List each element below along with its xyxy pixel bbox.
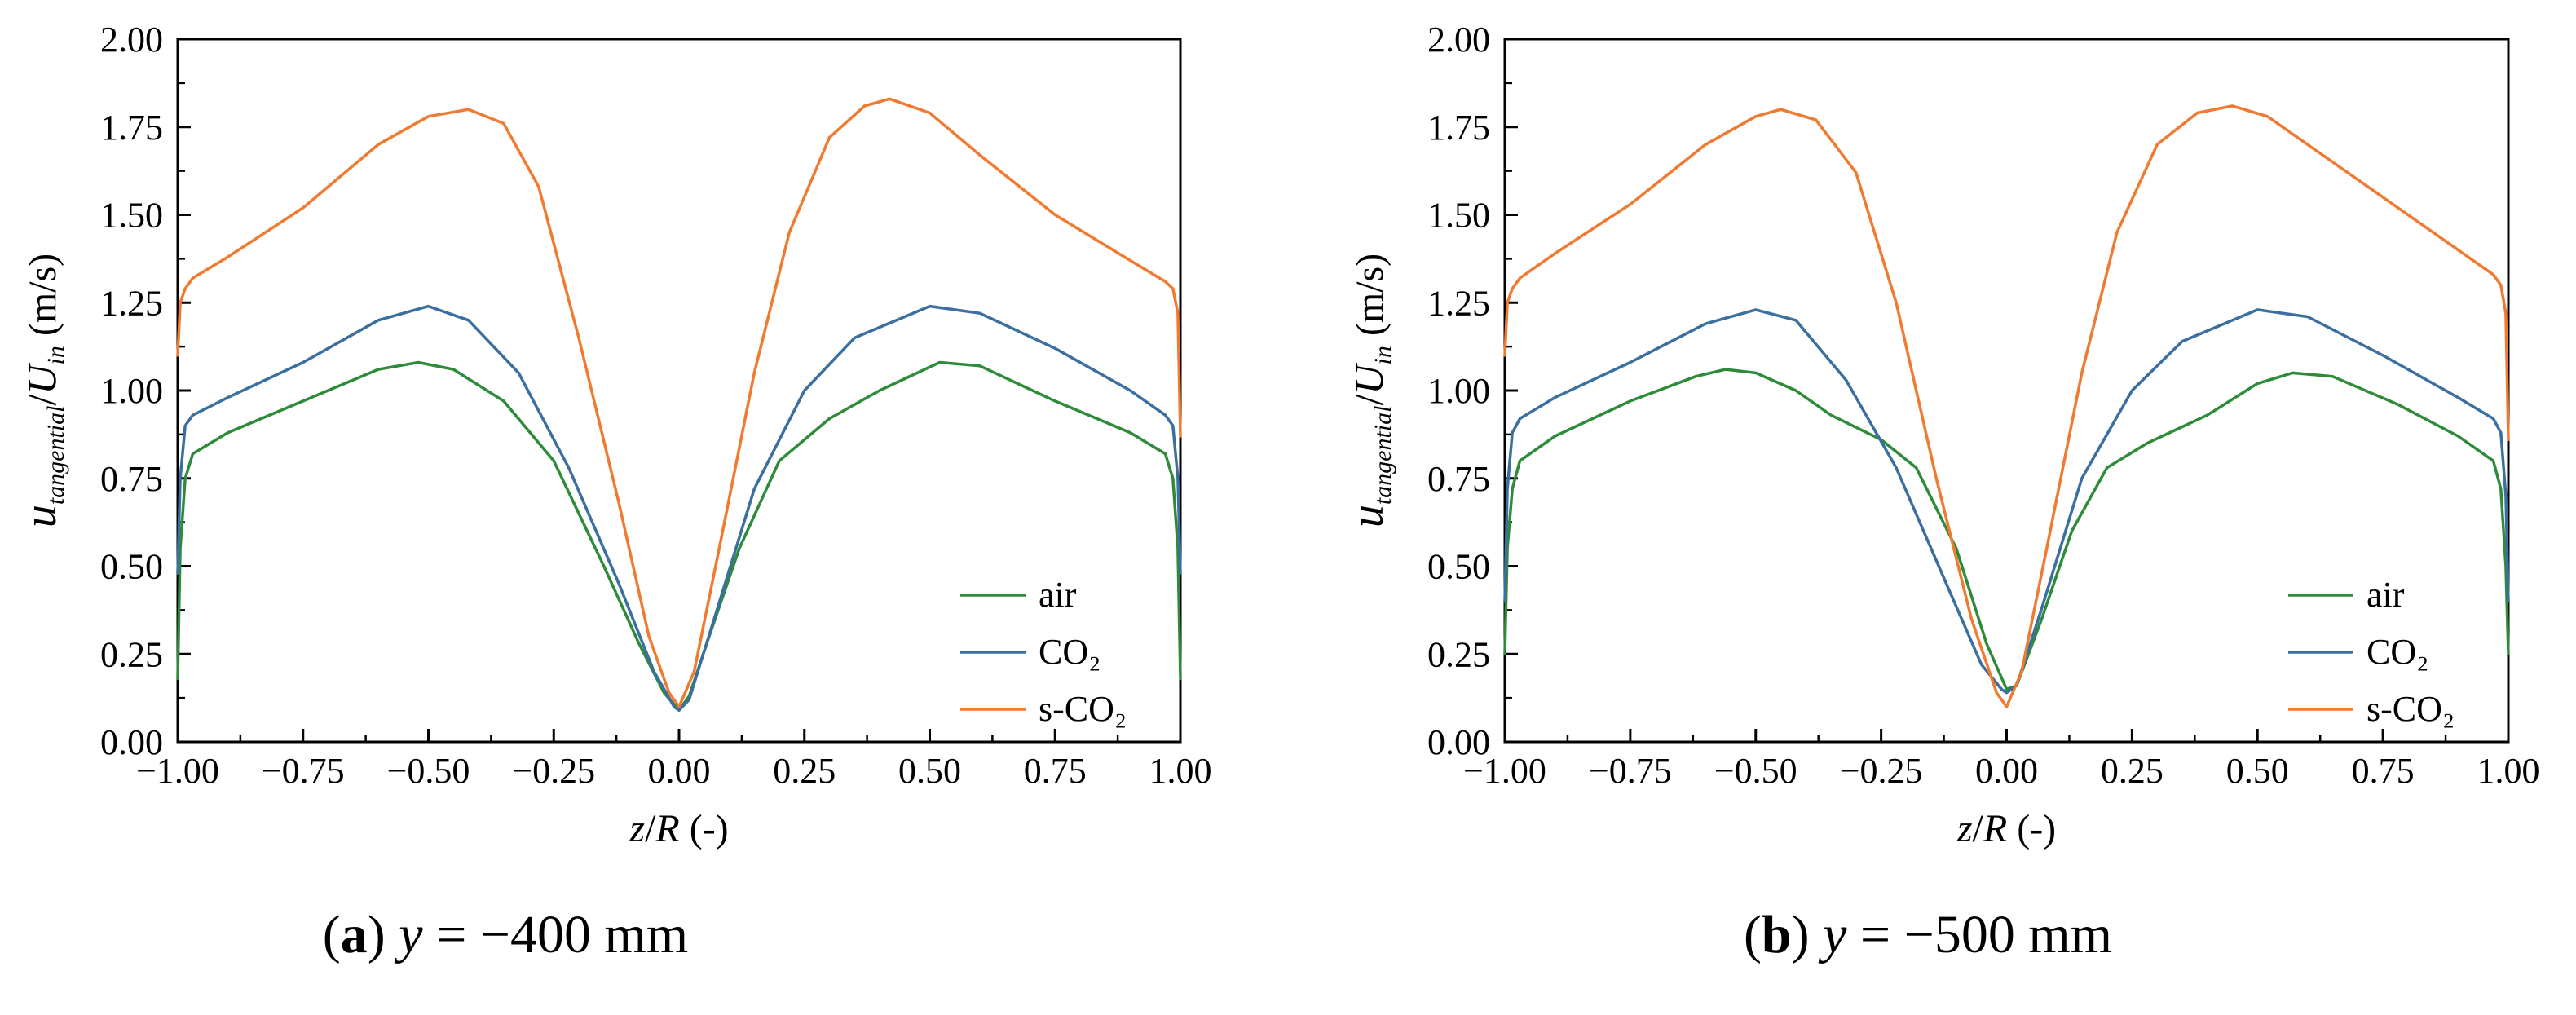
x-tick-label: 0.50: [2226, 751, 2289, 791]
y-axis-title-b: utangential/Uin (m/s): [1343, 254, 1396, 527]
x-tick-label: 0.50: [898, 751, 961, 791]
series-line-s-co2: [176, 97, 1182, 708]
legend-label-s-co2: s-CO₂: [2366, 689, 2455, 729]
y-tick-label: 0.00: [1427, 722, 1490, 762]
series-line-co2: [176, 304, 1182, 712]
x-tick-label: −1.00: [136, 751, 219, 791]
y-tick-label: 1.25: [100, 283, 163, 323]
x-axis-title-a: z/R (-): [629, 807, 728, 850]
legend-label-s-co2: s-CO₂: [1039, 689, 1127, 729]
y-tick-label: 0.75: [100, 459, 163, 499]
x-tick-label: 1.00: [1149, 751, 1212, 791]
legend-label-air: air: [1039, 575, 1077, 615]
x-tick-label: 1.00: [2477, 751, 2540, 791]
y-axis-title-a: utangential/Uin (m/s): [15, 254, 69, 527]
x-tick-label: 0.75: [2352, 751, 2415, 791]
chart-panel-a: −1.00 −0.75 −0.50 −0.25 0.00 0.25 0.50 0.75 1.00…: [15, 20, 1212, 850]
x-tick-label: −0.50: [1714, 751, 1797, 791]
x-tick-label: −0.75: [262, 751, 345, 791]
x-tick-label: 0.00: [648, 751, 711, 791]
series-line-co2: [1503, 308, 2510, 695]
x-tick-label: −0.75: [1589, 751, 1672, 791]
x-tick-label: 0.25: [773, 751, 836, 791]
y-tick-label: 2.00: [100, 20, 163, 60]
y-tick-label: 1.75: [100, 108, 163, 148]
y-tick-label: 0.25: [1427, 634, 1490, 674]
axis-ticks-b: −1.00 −0.75 −0.50 −0.25 0.00 0.25 0.50 0.75 1.00…: [1427, 20, 2540, 791]
x-tick-label: −1.00: [1463, 751, 1546, 791]
y-tick-label: 1.25: [1427, 283, 1490, 323]
series-lines-a: [176, 97, 1182, 712]
legend-label-co2: CO₂: [2366, 632, 2428, 672]
y-tick-label: 1.00: [1427, 371, 1490, 411]
chart-panel-b: −1.00 −0.75 −0.50 −0.25 0.00 0.25 0.50 0.75 1.00…: [1343, 20, 2540, 850]
series-line-air: [1503, 368, 2510, 691]
series-lines-b: [1503, 104, 2510, 708]
legend-b: air CO₂ s-CO₂: [2288, 575, 2455, 729]
legend-a: air CO₂ s-CO₂: [960, 575, 1127, 729]
y-tick-label: 0.75: [1427, 459, 1490, 499]
caption-a: (a) y = −400 mm: [323, 905, 688, 964]
caption-b: (b) y = −500 mm: [1744, 905, 2112, 964]
y-tick-label: 0.00: [100, 722, 163, 762]
y-tick-label: 1.00: [100, 371, 163, 411]
series-line-s-co2: [1503, 104, 2510, 708]
x-tick-label: 0.25: [2101, 751, 2164, 791]
x-tick-label: 0.75: [1024, 751, 1087, 791]
y-tick-label: 1.75: [1427, 108, 1490, 148]
y-tick-label: 1.50: [100, 196, 163, 236]
x-tick-label: −0.25: [1840, 751, 1923, 791]
series-line-air: [176, 360, 1182, 712]
axis-ticks-a: −1.00 −0.75 −0.50 −0.25 0.00 0.25 0.50 0.75 1.00…: [100, 20, 1212, 791]
y-tick-label: 1.50: [1427, 196, 1490, 236]
legend-label-co2: CO₂: [1039, 632, 1101, 672]
x-tick-label: −0.50: [387, 751, 470, 791]
y-tick-label: 0.50: [1427, 547, 1490, 587]
legend-label-air: air: [2366, 575, 2405, 615]
x-axis-title-b: z/R (-): [1956, 807, 2056, 850]
x-tick-label: 0.00: [1975, 751, 2038, 791]
y-tick-label: 0.25: [100, 634, 163, 674]
y-tick-label: 0.50: [100, 547, 163, 587]
x-tick-label: −0.25: [512, 751, 595, 791]
y-tick-label: 2.00: [1427, 20, 1490, 60]
